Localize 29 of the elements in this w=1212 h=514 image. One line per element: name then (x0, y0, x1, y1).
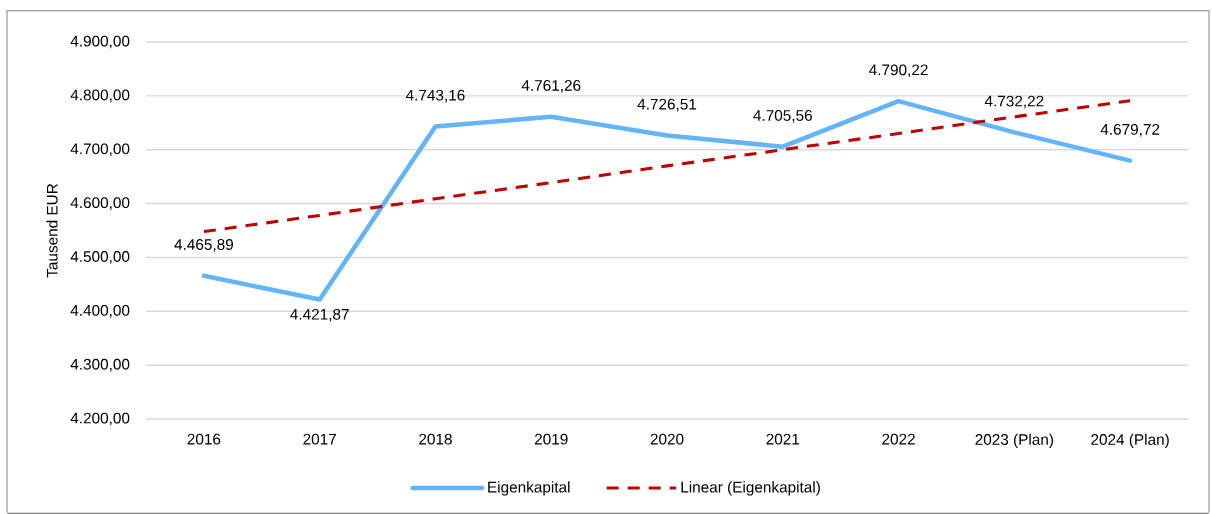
x-tick-label: 2016 (187, 433, 221, 445)
x-tick-label: 2017 (303, 433, 336, 445)
x-tick-label: 2018 (419, 433, 452, 445)
data-label: 4.421,87 (290, 308, 349, 322)
y-tick-label: 4.200,00 (70, 412, 130, 426)
data-label: 4.726,51 (637, 98, 697, 112)
data-label: 4.761,26 (521, 80, 581, 93)
y-tick-label: 4.600,00 (70, 197, 130, 210)
legend-label: Linear (Eigenkapital) (681, 481, 820, 496)
x-tick-label: 2024 (Plan) (1091, 433, 1169, 448)
x-tick-label: 2022 (882, 433, 915, 445)
y-tick-label: 4.300,00 (70, 358, 130, 372)
data-label: 4.790,22 (869, 64, 928, 78)
data-label: 4.679,72 (1100, 123, 1160, 137)
x-tick-label: 2021 (766, 433, 800, 445)
data-label: 4.705,56 (753, 110, 812, 123)
y-axis-title: Tausend EUR (46, 183, 58, 278)
legend-label: Eigenkapital (488, 481, 570, 496)
x-tick-label: 2020 (650, 433, 684, 445)
y-tick-label: 4.900,00 (70, 35, 130, 49)
y-tick-label: 4.500,00 (70, 251, 130, 264)
data-label: 4.743,16 (405, 89, 465, 103)
y-tick-label: 4.400,00 (70, 304, 130, 318)
y-tick-label: 4.700,00 (70, 143, 130, 157)
x-tick-label: 2023 (Plan) (975, 433, 1054, 448)
x-tick-label: 2019 (534, 433, 568, 445)
data-label: 4.732,22 (984, 95, 1044, 109)
data-label: 4.465,89 (174, 239, 233, 252)
y-tick-label: 4.800,00 (70, 89, 130, 103)
